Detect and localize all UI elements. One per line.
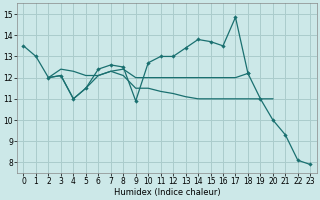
X-axis label: Humidex (Indice chaleur): Humidex (Indice chaleur) — [114, 188, 220, 197]
